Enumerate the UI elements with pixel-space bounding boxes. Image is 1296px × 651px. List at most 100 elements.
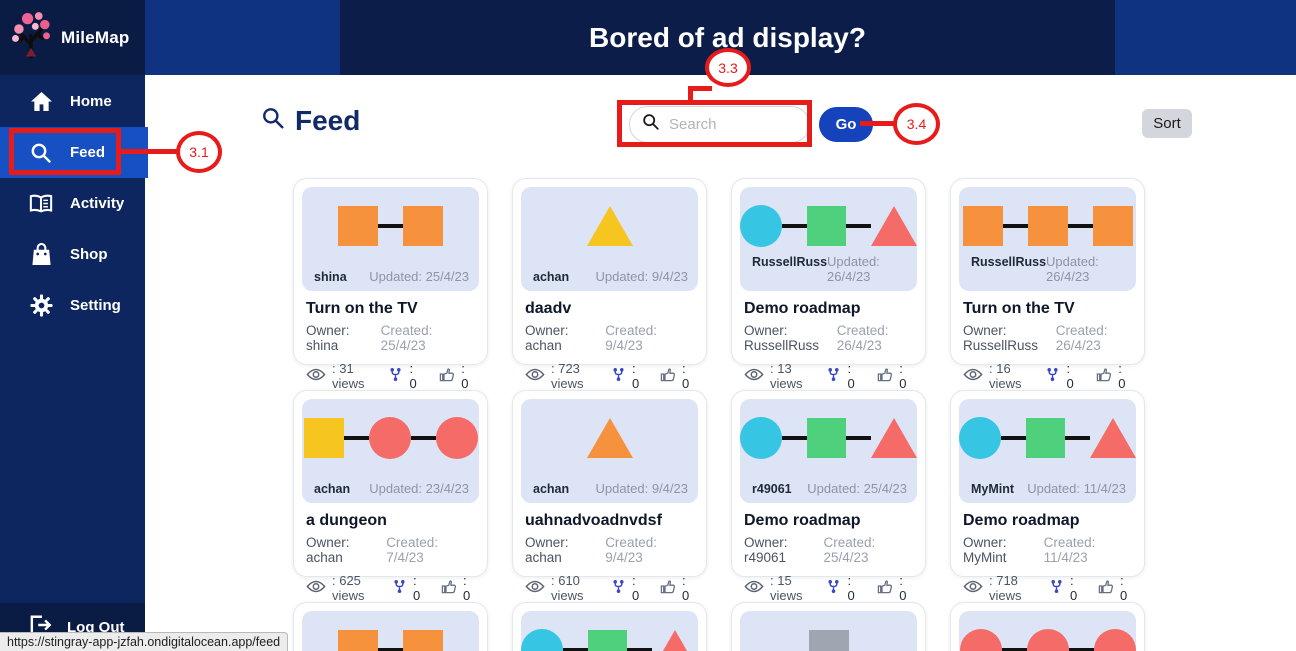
sidebar-item-activity[interactable]: Activity bbox=[0, 178, 145, 229]
likes-stat: : 0 bbox=[1096, 361, 1132, 391]
triangle-shape bbox=[1090, 418, 1136, 458]
square-shape bbox=[1025, 418, 1066, 458]
eye-icon bbox=[525, 579, 545, 597]
square-shape bbox=[338, 630, 378, 651]
fork-icon bbox=[392, 579, 407, 597]
roadmap-card[interactable]: shina Updated: 25/4/23 Turn on the TV Ow… bbox=[293, 178, 488, 391]
card-stats-right: : 0 : 0 bbox=[1049, 573, 1132, 603]
thumbnail-meta: r49061 Updated: 25/4/23 bbox=[752, 481, 907, 496]
circle-shape bbox=[1093, 629, 1136, 651]
card-created: Created: 11/4/23 bbox=[1043, 535, 1096, 565]
forks-count: : 0 bbox=[409, 361, 417, 391]
sidebar-item-home[interactable]: Home bbox=[0, 76, 145, 127]
card-author: shina bbox=[314, 270, 347, 284]
card-meta-row: Owner: achan Created: 7/4/23 bbox=[306, 535, 475, 565]
triangle-shape bbox=[871, 206, 917, 246]
roadmap-thumbnail bbox=[302, 611, 479, 651]
book-icon bbox=[29, 194, 53, 214]
card-updated: Updated: 26/4/23 bbox=[1046, 254, 1099, 284]
card-created: Created: 7/4/23 bbox=[386, 535, 438, 565]
connector-line bbox=[343, 436, 369, 440]
roadmap-thumbnail: MyMint Updated: 11/4/23 bbox=[959, 399, 1136, 503]
circle-shape bbox=[521, 629, 563, 651]
views-count: : 31 views bbox=[332, 361, 365, 391]
card-title: a dungeon bbox=[306, 512, 387, 529]
roadmap-card[interactable]: achan Updated: 9/4/23 uahnadvoadnvdsf Ow… bbox=[512, 390, 707, 603]
card-meta-row: Owner: RussellRuss Created: 26/4/23 bbox=[744, 323, 913, 353]
thumbs-up-icon bbox=[1098, 579, 1114, 597]
card-title: uahnadvoadnvdsf bbox=[525, 512, 662, 529]
square-shape bbox=[403, 206, 443, 246]
likes-count: : 0 bbox=[682, 573, 690, 603]
logo[interactable]: MileMap bbox=[0, 0, 145, 75]
card-author: achan bbox=[533, 270, 570, 284]
card-updated: Updated: 11/4/23 bbox=[1027, 481, 1126, 496]
thumbs-up-icon bbox=[441, 579, 457, 597]
views-stat: : 723 views bbox=[525, 361, 611, 391]
likes-count: : 0 bbox=[461, 361, 469, 391]
card-title: Turn on the TV bbox=[306, 300, 418, 317]
sort-button[interactable]: Sort bbox=[1142, 109, 1192, 138]
roadmap-card[interactable]: RussellRuss Updated: 26/4/23 Demo roadma… bbox=[731, 178, 926, 391]
roadmap-card[interactable]: MyMint Updated: 11/4/23 Demo roadmap Own… bbox=[950, 390, 1145, 603]
roadmap-card[interactable]: RussellRuss Updated: 26/4/23 Turn on the… bbox=[950, 178, 1145, 391]
roadmap-thumbnail bbox=[959, 611, 1136, 651]
views-stat: : 13 views bbox=[744, 361, 826, 391]
card-stats-row: : 625 views : 0 : 0 bbox=[306, 573, 475, 603]
card-stats-right: : 0 : 0 bbox=[826, 573, 913, 603]
fork-icon bbox=[826, 579, 841, 597]
forks-stat: : 0 bbox=[826, 361, 861, 391]
square-shape bbox=[806, 418, 847, 458]
roadmap-card[interactable] bbox=[950, 602, 1145, 651]
sidebar-item-shop[interactable]: Shop bbox=[0, 229, 145, 280]
likes-stat: : 0 bbox=[877, 573, 913, 603]
shopping-bag-icon bbox=[29, 243, 53, 266]
status-bar-url: https://stingray-app-jzfah.ondigitalocea… bbox=[0, 632, 289, 651]
sidebar-item-setting[interactable]: Setting bbox=[0, 280, 145, 331]
card-created: Created: 9/4/23 bbox=[605, 323, 657, 353]
sidebar-item-label: Home bbox=[70, 93, 112, 110]
roadmap-card[interactable] bbox=[512, 602, 707, 651]
circle-shape bbox=[959, 629, 1002, 651]
forks-stat: : 0 bbox=[826, 573, 861, 603]
roadmap-thumbnail: r49061 Updated: 25/4/23 bbox=[740, 399, 917, 503]
card-author: RussellRuss bbox=[752, 255, 828, 269]
views-count: : 16 views bbox=[989, 361, 1022, 391]
eye-icon bbox=[963, 579, 983, 597]
circle-shape bbox=[740, 417, 782, 459]
connector-line bbox=[1000, 436, 1026, 440]
eye-icon bbox=[525, 367, 545, 385]
card-stats-right: : 0 : 0 bbox=[1045, 361, 1132, 391]
roadmap-card[interactable] bbox=[293, 602, 488, 651]
card-stats-right: : 0 : 0 bbox=[611, 361, 694, 391]
card-stats-row: : 718 views : 0 : 0 bbox=[963, 573, 1132, 603]
forks-stat: : 0 bbox=[1045, 361, 1080, 391]
thumbs-up-icon bbox=[660, 367, 676, 385]
sidebar-item-label: Shop bbox=[70, 246, 108, 263]
roadmap-card[interactable]: achan Updated: 23/4/23 a dungeon Owner: … bbox=[293, 390, 488, 603]
milemap-tree-logo-icon bbox=[10, 10, 52, 65]
annotation-line-3-1 bbox=[121, 149, 177, 154]
card-author: MyMint bbox=[971, 482, 1015, 496]
likes-stat: : 0 bbox=[441, 573, 475, 603]
sidebar: MileMap Home Feed Activity Shop bbox=[0, 0, 148, 651]
square-shape bbox=[303, 418, 344, 458]
card-stats-row: : 16 views : 0 : 0 bbox=[963, 361, 1132, 391]
fork-icon bbox=[611, 579, 626, 597]
thumbs-up-icon bbox=[1096, 367, 1112, 385]
likes-stat: : 0 bbox=[877, 361, 913, 391]
roadmap-card[interactable]: achan Updated: 9/4/23 daadv Owner: achan… bbox=[512, 178, 707, 391]
square-shape bbox=[962, 206, 1003, 246]
views-stat: : 625 views bbox=[306, 573, 392, 603]
thumbnail-meta: achan Updated: 9/4/23 bbox=[533, 481, 688, 496]
search-input[interactable] bbox=[669, 116, 779, 133]
card-owner: Owner: r49061 bbox=[744, 535, 788, 565]
roadmap-card[interactable]: r49061 Updated: 25/4/23 Demo roadmap Own… bbox=[731, 390, 926, 603]
card-stats-row: : 610 views : 0 : 0 bbox=[525, 573, 694, 603]
square-shape bbox=[1092, 206, 1133, 246]
eye-icon bbox=[963, 367, 983, 385]
search-box[interactable] bbox=[629, 106, 810, 143]
roadmap-card[interactable] bbox=[731, 602, 926, 651]
triangle-shape bbox=[586, 206, 633, 246]
forks-count: : 0 bbox=[631, 361, 640, 391]
